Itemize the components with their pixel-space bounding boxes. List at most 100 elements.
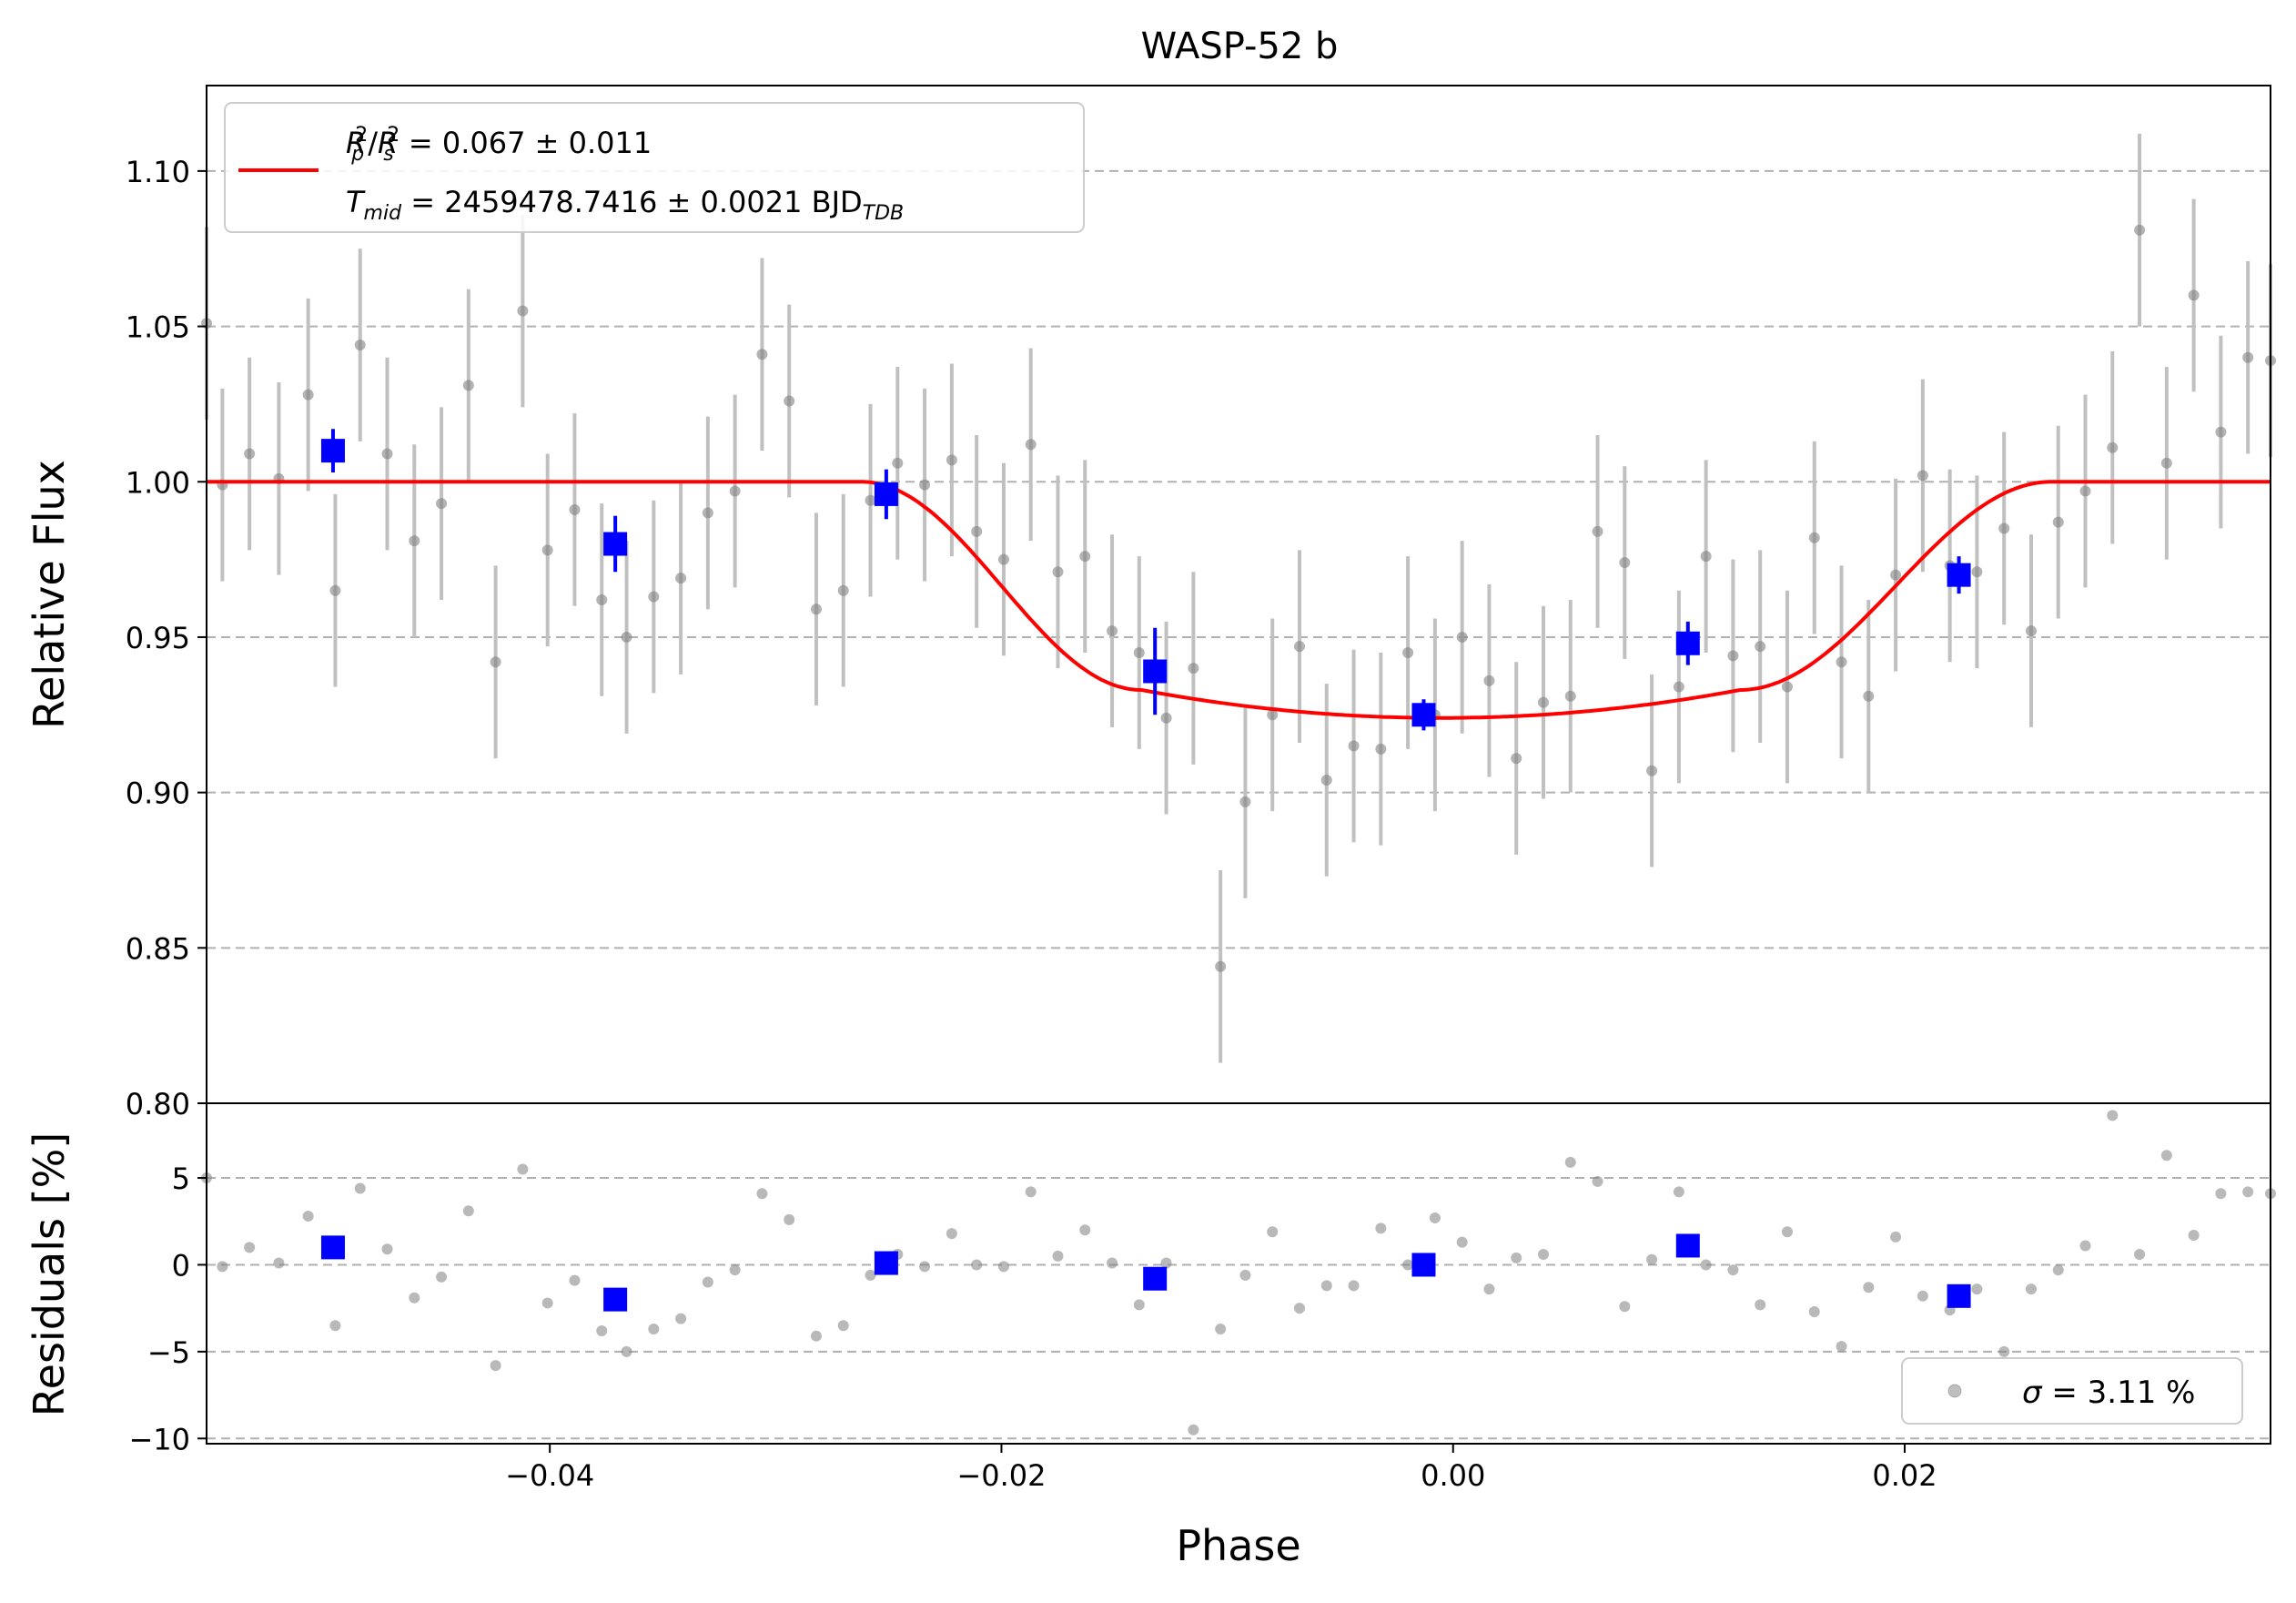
top-legend: R2 p/R2 s = 0.067 ± 0.011 Tmid = 2459478.7… (224, 102, 1085, 233)
raw-flux-point (1511, 753, 1522, 765)
raw-flux-point (462, 380, 474, 391)
raw-flux-point (865, 494, 876, 506)
legend-text-part: = 2459478.7416 ± 0.0021 BJD (401, 185, 863, 219)
raw-residual-point (1320, 1280, 1332, 1292)
raw-residual-point (1755, 1299, 1766, 1311)
y-tick-label: 0.85 (126, 931, 190, 966)
x-tick-label: −0.02 (956, 1458, 1046, 1493)
binned-flux-point (603, 532, 628, 556)
y-tick-label: 1.00 (126, 465, 190, 500)
raw-residual-point (702, 1276, 713, 1288)
legend-text-part: R (346, 126, 366, 160)
raw-flux-point (1998, 522, 2010, 534)
raw-flux-point (1348, 740, 1360, 752)
raw-residual-point (409, 1292, 420, 1304)
raw-flux-point (1293, 641, 1305, 653)
raw-flux-point (2160, 457, 2172, 469)
legend-text-part: 2 (387, 124, 400, 147)
binned-residual-point (320, 1235, 345, 1260)
raw-flux-point (2107, 441, 2119, 453)
raw-flux-point (1215, 960, 1227, 972)
raw-residual-point (1971, 1283, 1983, 1295)
raw-residual-point (1564, 1156, 1576, 1168)
raw-flux-point (1863, 690, 1875, 702)
raw-residual-point (1511, 1252, 1522, 1263)
raw-residual-point (837, 1320, 849, 1332)
raw-flux-point (2242, 351, 2254, 363)
raw-residual-point (784, 1213, 795, 1225)
raw-residual-point (302, 1211, 314, 1223)
residual-y-axis-label: Residuals [%] (25, 1132, 74, 1416)
raw-residual-point (1375, 1223, 1387, 1234)
binned-residual-point (1947, 1283, 1971, 1308)
raw-residual-point (1456, 1236, 1468, 1248)
raw-residual-point (1646, 1253, 1658, 1265)
raw-flux-point (2188, 289, 2200, 301)
binned-flux-point (1947, 563, 1971, 587)
raw-residual-point (1079, 1224, 1091, 1236)
raw-flux-point (490, 656, 501, 668)
binned-flux-point (874, 482, 898, 506)
raw-residual-point (2079, 1240, 2091, 1252)
raw-residual-point (1025, 1186, 1037, 1198)
x-tick-label: 0.00 (1421, 1458, 1485, 1493)
residual-y-axis: −10 −5 0 5 (128, 1162, 207, 1456)
legend-text-part: R (378, 126, 398, 160)
raw-flux-point (1052, 566, 1064, 578)
legend-mid-transit-time: Tmid = 2459478.7416 ± 0.0021 BJDTDB (346, 185, 904, 225)
raw-flux-point (837, 584, 849, 596)
raw-residual-point (436, 1271, 448, 1283)
legend-text-part: = 0.067 ± 0.011 (400, 126, 652, 160)
raw-residual-point (1402, 1259, 1414, 1271)
binned-residual-point (1143, 1266, 1168, 1291)
raw-residual-point (1107, 1257, 1118, 1269)
binned-residual-point (603, 1287, 628, 1312)
y-tick-label: 1.10 (126, 155, 190, 189)
raw-residual-point (329, 1320, 341, 1332)
raw-flux-point (1267, 709, 1279, 721)
raw-residual-point (1293, 1303, 1305, 1314)
raw-flux-point (541, 544, 553, 556)
residual-y-tick-label: 0 (172, 1248, 190, 1283)
raw-residual-point (490, 1360, 501, 1372)
raw-flux-point (1537, 696, 1549, 708)
raw-flux-point (1917, 470, 1928, 482)
legend-text-part: 2 (355, 124, 368, 147)
raw-residual-point (1890, 1231, 1902, 1243)
legend-text-part: mid (364, 202, 403, 225)
y-tick-label: 1.05 (126, 310, 190, 345)
residual-legend-box (1901, 1357, 2243, 1425)
raw-residual-point (1537, 1249, 1549, 1261)
raw-flux-point (1402, 647, 1414, 659)
binned-flux-points (320, 429, 1971, 731)
raw-flux-point (1808, 532, 1820, 543)
raw-residual-point (810, 1330, 822, 1342)
raw-residual-point (729, 1264, 741, 1276)
residual-y-tick-label: −10 (128, 1422, 190, 1456)
raw-residual-point (675, 1313, 687, 1324)
raw-flux-point (1836, 656, 1847, 668)
chart-title: WASP-52 b (1141, 25, 1339, 67)
raw-flux-point (1375, 743, 1387, 755)
raw-residual-point (462, 1205, 474, 1217)
raw-residual-point (1998, 1345, 2010, 1357)
raw-flux-point (329, 584, 341, 596)
raw-flux-point (971, 525, 983, 537)
raw-residual-point (1160, 1257, 1172, 1269)
legend-text-part: s (383, 143, 393, 166)
raw-flux-point (1079, 551, 1091, 563)
raw-residual-point (648, 1324, 660, 1335)
raw-residual-point (2188, 1230, 2200, 1242)
raw-residual-point (2215, 1188, 2227, 1200)
raw-residual-points (201, 1110, 2276, 1436)
raw-flux-point (354, 340, 366, 351)
raw-residual-point (2107, 1110, 2119, 1121)
raw-flux-point (1188, 663, 1199, 675)
raw-residual-point (756, 1188, 768, 1200)
raw-flux-point (1727, 650, 1739, 662)
raw-flux-point (1971, 566, 1983, 578)
raw-flux-point (784, 395, 795, 407)
raw-residual-point (217, 1261, 228, 1273)
raw-flux-point (621, 631, 632, 643)
